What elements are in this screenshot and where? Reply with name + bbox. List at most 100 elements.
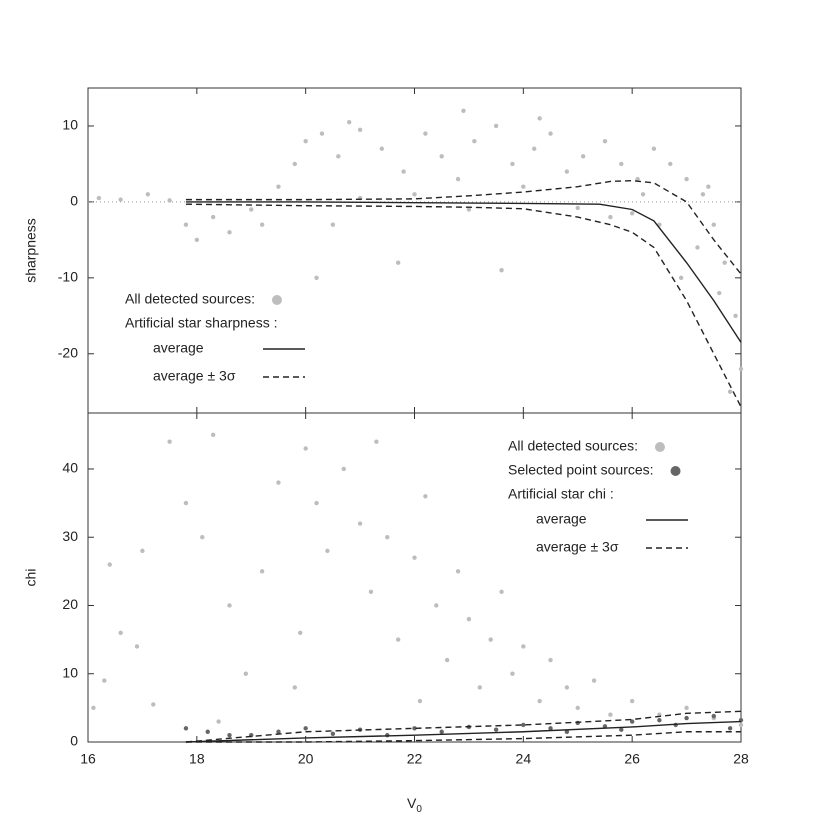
lower-bound-line xyxy=(185,731,741,743)
data-point xyxy=(118,197,123,202)
data-point xyxy=(395,260,401,265)
data-point xyxy=(96,195,102,201)
data-point xyxy=(684,705,689,711)
legend-label: average xyxy=(153,340,204,356)
data-point xyxy=(521,184,526,189)
data-point xyxy=(145,192,151,197)
data-point xyxy=(434,603,439,608)
legend-title: Artificial star sharpness : xyxy=(125,315,278,331)
y-tick-label: 0 xyxy=(70,733,78,749)
data-point xyxy=(493,123,499,129)
data-point xyxy=(657,717,662,723)
data-point xyxy=(276,729,281,734)
legend-label: Selected point sources: xyxy=(508,462,654,478)
data-point xyxy=(472,138,477,144)
data-point xyxy=(107,562,112,567)
x-tick-label: 20 xyxy=(298,751,314,767)
data-point xyxy=(205,729,210,734)
legend-label: All detected sources: xyxy=(125,291,255,307)
data-point xyxy=(183,726,189,731)
data-point xyxy=(684,715,689,721)
data-point xyxy=(439,729,444,734)
data-point xyxy=(629,698,635,704)
legend-label: All detected sources: xyxy=(508,438,638,454)
data-point xyxy=(477,685,482,690)
data-point xyxy=(357,127,363,132)
data-point xyxy=(575,705,580,711)
data-point xyxy=(167,198,172,203)
y-axis-label: chi xyxy=(23,569,39,587)
y-tick-label: 10 xyxy=(62,664,78,680)
legend-symbol xyxy=(271,295,282,305)
data-point xyxy=(379,146,385,151)
y-tick-label: -20 xyxy=(58,344,78,360)
x-axis-label-main: V xyxy=(407,795,417,811)
data-point xyxy=(118,630,123,635)
data-point xyxy=(629,211,635,216)
x-tick-label: 16 xyxy=(80,751,96,767)
legend-title: Artificial star chi : xyxy=(508,486,614,502)
data-point xyxy=(668,161,673,167)
data-point xyxy=(423,131,428,136)
data-point xyxy=(722,260,727,265)
data-point xyxy=(210,214,216,220)
data-point xyxy=(183,222,189,227)
data-point xyxy=(303,446,308,451)
data-point xyxy=(608,712,613,717)
upper-bound-line xyxy=(185,179,742,275)
data-point xyxy=(401,169,406,174)
data-point xyxy=(493,727,499,732)
data-point xyxy=(548,131,553,136)
data-point xyxy=(276,480,281,485)
data-point xyxy=(227,732,232,738)
data-point xyxy=(548,726,553,731)
data-point xyxy=(738,722,744,728)
data-point xyxy=(319,131,325,136)
data-point xyxy=(619,727,624,732)
data-point xyxy=(167,439,172,444)
data-point xyxy=(357,521,363,526)
data-point xyxy=(580,154,586,159)
data-point xyxy=(330,731,336,737)
data-point xyxy=(325,548,330,554)
data-point xyxy=(510,671,515,676)
data-point xyxy=(151,702,156,707)
data-point xyxy=(629,719,635,724)
data-point xyxy=(738,366,744,372)
data-point xyxy=(575,205,580,211)
data-point xyxy=(249,207,254,212)
data-point xyxy=(602,724,608,729)
data-point xyxy=(651,146,657,151)
lower-bound-line xyxy=(185,203,742,408)
data-point xyxy=(314,500,319,506)
data-point xyxy=(423,494,428,499)
y-tick-label: 10 xyxy=(62,117,78,133)
data-point xyxy=(194,237,200,243)
data-point xyxy=(727,726,733,731)
x-tick-label: 28 xyxy=(733,751,749,767)
data-point xyxy=(510,161,515,167)
data-point xyxy=(466,616,472,622)
data-point xyxy=(564,169,570,174)
x-axis-label-sub: 0 xyxy=(416,804,422,815)
data-point xyxy=(548,657,553,663)
data-point xyxy=(347,119,352,125)
data-point xyxy=(521,722,526,728)
data-point xyxy=(711,713,716,719)
plot-frame xyxy=(87,87,742,414)
data-point xyxy=(537,116,542,121)
data-point xyxy=(564,685,570,690)
data-point xyxy=(700,192,706,197)
data-point xyxy=(439,154,444,159)
x-tick-label: 22 xyxy=(407,751,423,767)
data-point xyxy=(374,439,379,444)
data-point xyxy=(488,637,493,642)
upper-bound-line xyxy=(185,710,742,743)
data-point xyxy=(608,214,613,220)
x-tick-label: 26 xyxy=(624,751,640,767)
data-point xyxy=(303,726,308,731)
data-point xyxy=(499,589,504,595)
y-tick-label: 30 xyxy=(62,528,78,544)
data-point xyxy=(727,389,733,394)
